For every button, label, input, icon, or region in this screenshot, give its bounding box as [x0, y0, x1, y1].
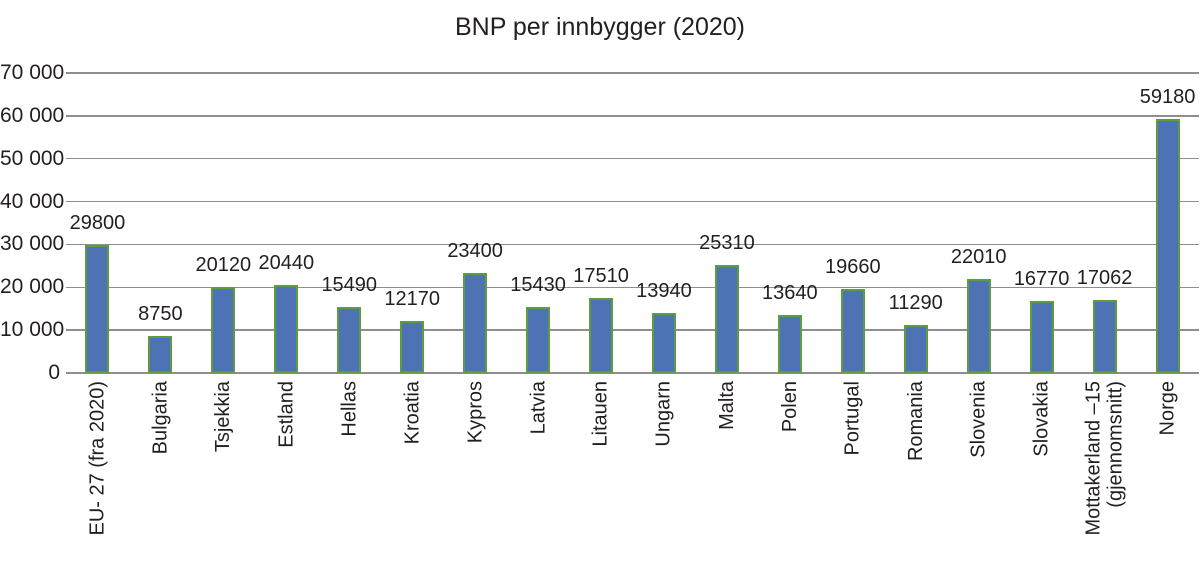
bar — [777, 314, 802, 373]
bar — [1092, 299, 1117, 373]
x-axis-label-text: Estland — [275, 381, 298, 448]
y-axis-tick-label: 50 000 — [0, 146, 65, 170]
bar — [714, 264, 739, 373]
bar-value-label: 19660 — [824, 255, 881, 278]
bar — [1155, 119, 1180, 373]
y-axis-tick-label: 60 000 — [0, 103, 65, 127]
bar — [400, 320, 425, 373]
bar — [337, 306, 362, 373]
bar — [651, 313, 676, 373]
bar-value-label: 17062 — [1076, 266, 1133, 289]
bar — [526, 306, 551, 373]
x-axis-label-text: Kroatia — [401, 381, 424, 445]
bar — [148, 335, 173, 373]
gridline — [66, 157, 1199, 160]
x-axis-label-text: Slovenia — [967, 381, 990, 458]
x-axis-label-text: Bulgaria — [149, 381, 172, 455]
x-axis-label-text: Polen — [778, 381, 801, 433]
bar — [274, 285, 299, 373]
x-axis-label-text: Latvia — [527, 381, 550, 435]
bar-value-label: 13640 — [762, 281, 818, 304]
y-axis-tick-label: 40 000 — [0, 189, 65, 213]
bar-value-label: 15490 — [321, 273, 378, 296]
bar-value-label: 29800 — [69, 212, 126, 235]
bar — [589, 297, 614, 373]
bar — [463, 272, 488, 373]
x-axis-label-text: Slovakia — [1030, 381, 1053, 457]
gridline — [66, 243, 1199, 246]
bar — [211, 286, 236, 373]
bar-value-label: 20120 — [195, 253, 252, 276]
x-axis-label-text: Tsjekkia — [212, 381, 235, 453]
y-axis-tick-label: 10 000 — [0, 318, 65, 342]
gridline — [66, 372, 1199, 374]
bar-value-label: 23400 — [447, 239, 503, 262]
bar-value-label: 17510 — [573, 264, 629, 287]
bar-value-label: 11290 — [888, 291, 943, 314]
gridline — [66, 115, 1199, 117]
bar — [840, 288, 865, 373]
gridline — [66, 200, 1199, 203]
gridline — [66, 329, 1199, 331]
bar-value-label: 12170 — [384, 287, 440, 310]
y-axis-tick-label: 0 — [48, 361, 60, 384]
bar — [85, 245, 110, 373]
bar-value-label: 15430 — [510, 273, 566, 296]
x-axis-label-text: Malta — [715, 381, 738, 430]
x-axis-label-text: Litauen — [590, 381, 613, 447]
bar-value-label: 25310 — [699, 231, 755, 254]
x-axis-label-text: Mottakerland –15 (gjennomsnitt) — [1082, 381, 1127, 536]
x-axis-label-text: Romania — [904, 381, 927, 462]
bar — [966, 278, 991, 373]
x-axis-label-text: Ungarn — [652, 381, 675, 447]
bar-value-label: 59180 — [1139, 86, 1196, 109]
bar — [903, 324, 928, 373]
gridline — [66, 72, 1199, 74]
y-axis-tick-label: 20 000 — [0, 275, 65, 299]
x-axis-label-text: Norge — [1156, 381, 1179, 436]
bar-value-label: 20440 — [258, 252, 315, 275]
x-axis-label-text: Portugal — [841, 381, 864, 456]
chart-title: BNP per innbygger (2020) — [455, 13, 745, 41]
bar-value-label: 16770 — [1013, 268, 1070, 291]
x-axis-label-text: Hellas — [338, 381, 361, 437]
bar-value-label: 8750 — [138, 302, 183, 325]
y-axis-tick-label: 30 000 — [0, 232, 65, 256]
x-axis-label-text: EU- 27 (fra 2020) — [86, 381, 109, 536]
y-axis-tick-label: 70 000 — [0, 61, 65, 84]
x-axis-label-text: Kypros — [464, 381, 487, 444]
bar — [1029, 301, 1054, 373]
bar-value-label: 22010 — [950, 245, 1007, 268]
bar-value-label: 13940 — [636, 280, 692, 303]
gridline — [66, 286, 1199, 289]
